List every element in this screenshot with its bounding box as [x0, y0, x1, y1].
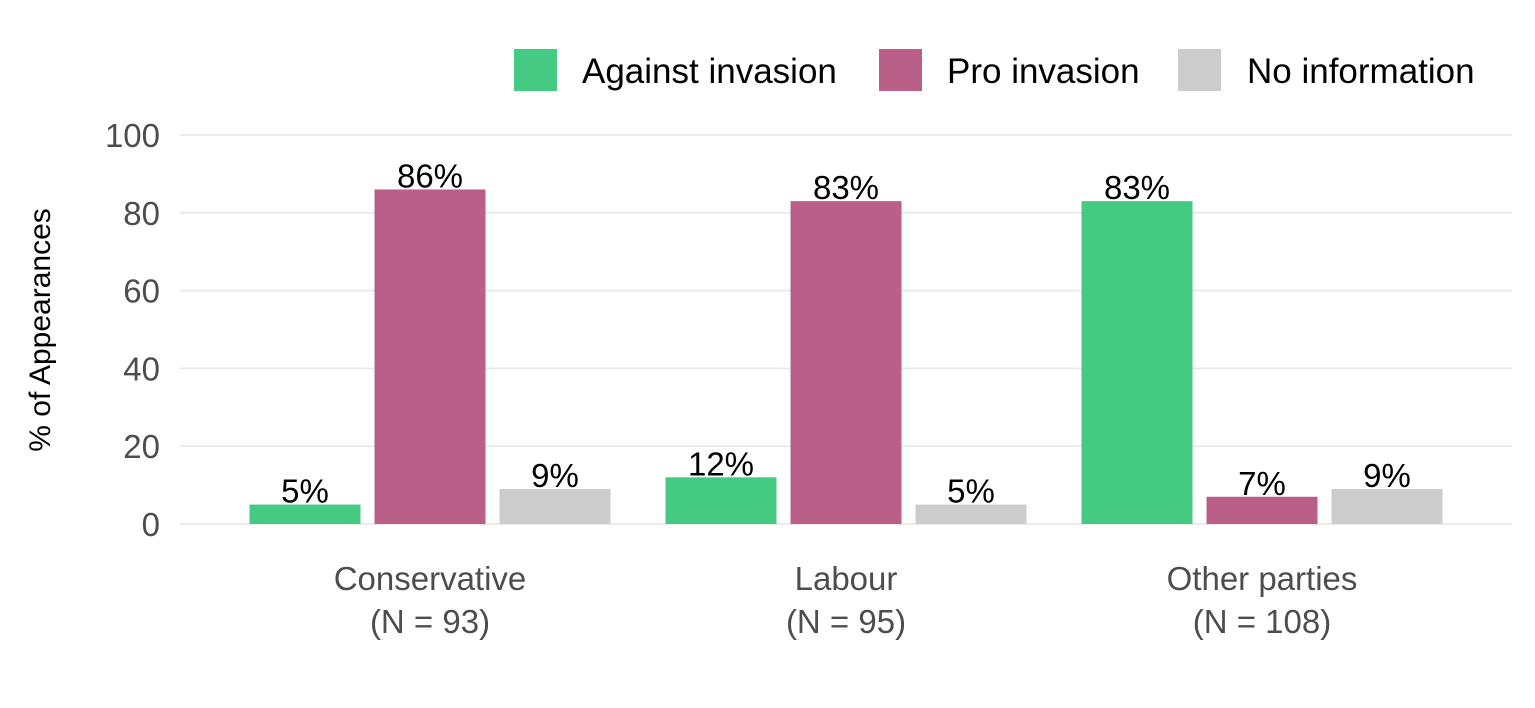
y-tick-label: 0	[142, 506, 160, 543]
legend-label: Against invasion	[582, 52, 837, 91]
y-tick-label: 100	[105, 117, 160, 154]
data-labels: 5% 12% 83% 86% 83% 7% 9% 5% 9%	[281, 157, 1411, 509]
data-label: 5%	[947, 473, 995, 510]
y-axis-title: % of Appearances	[24, 208, 57, 452]
legend-label: No information	[1247, 52, 1475, 91]
data-label: 9%	[1363, 457, 1411, 494]
bar	[1206, 496, 1318, 524]
bars	[249, 189, 1443, 524]
bar	[249, 504, 361, 524]
y-tick-label: 80	[123, 195, 160, 232]
data-label: 5%	[281, 473, 329, 510]
bar	[499, 488, 611, 524]
bar	[790, 201, 902, 524]
legend-key	[514, 49, 557, 91]
data-label: 12%	[688, 445, 754, 482]
y-tick-label: 40	[123, 350, 160, 387]
y-tick-label: 20	[123, 428, 160, 465]
legend-key	[879, 49, 922, 91]
bar	[1081, 201, 1193, 524]
bar	[665, 477, 777, 524]
bar	[374, 189, 486, 524]
data-label: 83%	[1104, 169, 1170, 206]
y-tick-label: 60	[123, 273, 160, 310]
data-label: 83%	[813, 169, 879, 206]
x-tick-label: Conservative	[334, 560, 527, 597]
x-axis-ticks: Conservative (N = 93) Labour (N = 95) Other …	[334, 560, 1358, 640]
legend: Against invasion Pro invasion No informati…	[514, 49, 1475, 91]
x-tick-sample-size: (N = 108)	[1193, 603, 1331, 640]
data-label: 86%	[397, 157, 463, 194]
x-tick-label: Labour	[795, 560, 898, 597]
bar	[915, 504, 1027, 524]
x-tick-sample-size: (N = 93)	[370, 603, 490, 640]
legend-key	[1178, 49, 1221, 91]
legend-label: Pro invasion	[947, 52, 1140, 91]
bar	[1331, 488, 1443, 524]
x-tick-label: Other parties	[1167, 560, 1358, 597]
data-label: 7%	[1238, 465, 1286, 502]
data-label: 9%	[531, 457, 579, 494]
y-axis-ticks: 0 20 40 60 80 100	[105, 117, 160, 543]
x-tick-sample-size: (N = 95)	[786, 603, 906, 640]
